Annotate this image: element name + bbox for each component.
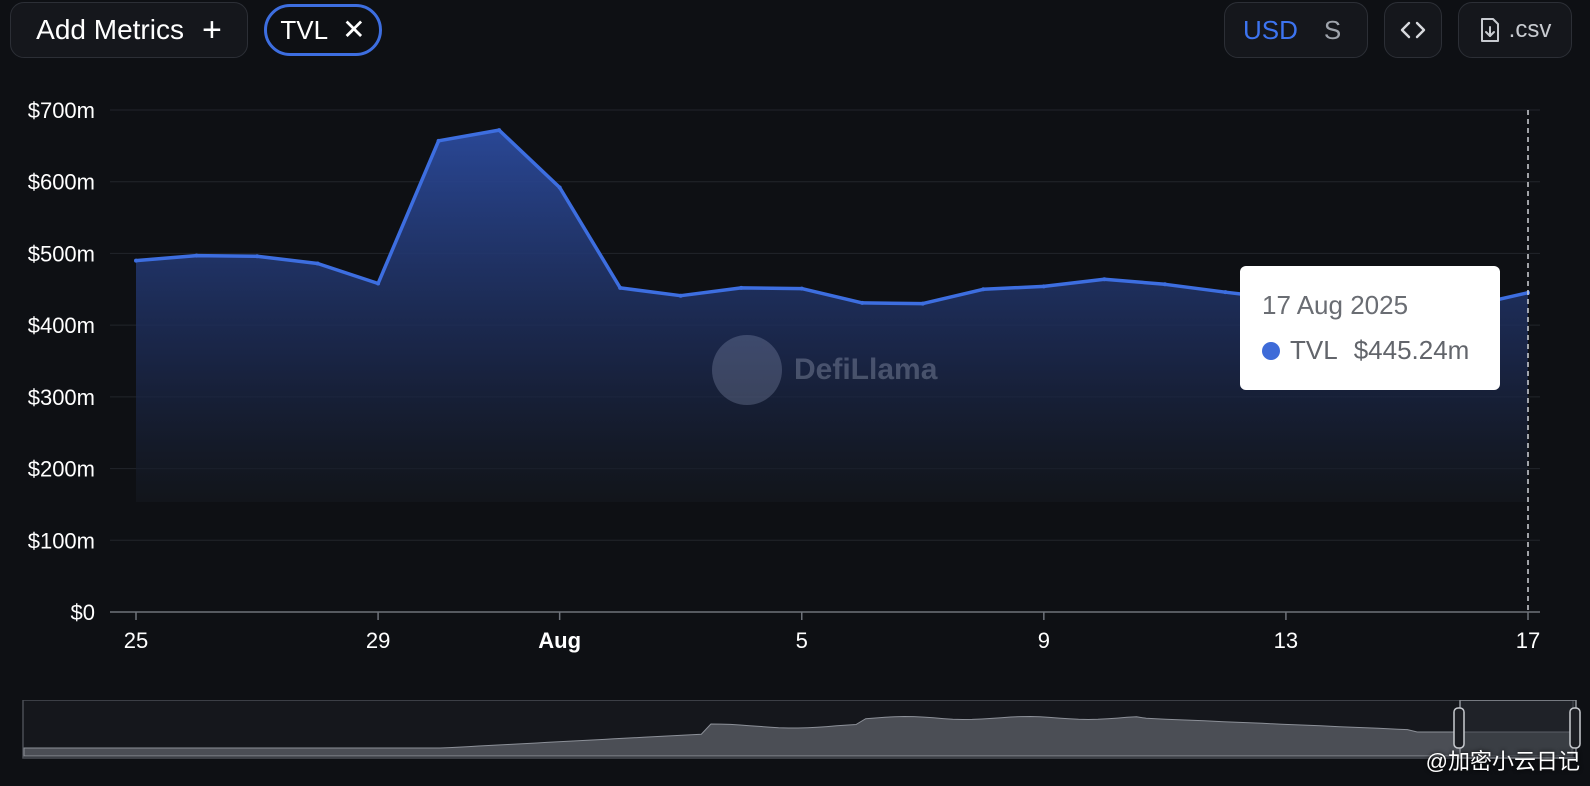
- y-tick-label: $300m: [28, 385, 95, 410]
- embed-button[interactable]: [1384, 2, 1442, 58]
- y-tick-label: $0: [71, 600, 95, 625]
- tooltip-date: 17 Aug 2025: [1262, 290, 1409, 320]
- x-tick-label: 25: [124, 628, 148, 653]
- add-metrics-label: Add Metrics: [36, 14, 184, 45]
- data-point: [134, 258, 138, 263]
- y-tick-label: $100m: [28, 528, 95, 553]
- data-point: [436, 138, 441, 143]
- data-point: [194, 253, 199, 258]
- plus-icon: +: [201, 11, 222, 49]
- x-tick-label: 29: [366, 628, 390, 653]
- brush-right-handle[interactable]: [1569, 707, 1581, 749]
- tooltip-series-name: TVL: [1290, 335, 1338, 365]
- defillama-watermark: DefiLlama: [712, 335, 937, 405]
- currency-option-secondary[interactable]: S: [1323, 14, 1342, 45]
- y-axis: $0 $100m $200m $300m $400m $500m $600m $700m: [28, 98, 95, 625]
- y-tick-label: $200m: [28, 457, 95, 482]
- data-point: [1223, 290, 1228, 295]
- y-tick-label: $700m: [28, 98, 95, 123]
- code-brackets-icon: [1400, 21, 1426, 39]
- x-tick-label: 13: [1274, 628, 1298, 653]
- data-point: [255, 254, 260, 259]
- data-point: [981, 287, 986, 292]
- toolbar: Add Metrics + TVL ✕ USD S .csv: [0, 0, 1590, 70]
- data-point: [799, 286, 804, 291]
- data-point: [1102, 277, 1107, 282]
- corner-watermark: @加密小云日记: [1425, 749, 1580, 774]
- currency-toggle[interactable]: USD S: [1224, 2, 1368, 58]
- currency-option-usd[interactable]: USD: [1243, 14, 1298, 45]
- x-axis: 25 29 Aug 5 9 13 17: [124, 612, 1540, 653]
- y-tick-label: $400m: [28, 313, 95, 338]
- close-icon[interactable]: ✕: [342, 14, 366, 45]
- metric-chip-label: TVL: [280, 14, 329, 45]
- data-point: [315, 261, 320, 266]
- chart-tooltip: 17 Aug 2025 TVL $445.24m: [1240, 266, 1500, 390]
- data-point: [739, 285, 744, 290]
- x-tick-label: 9: [1038, 628, 1050, 653]
- data-point: [678, 293, 683, 298]
- data-point: [1162, 282, 1167, 287]
- x-tick-label: 5: [796, 628, 808, 653]
- x-tick-label: 17: [1516, 628, 1540, 653]
- data-point: [860, 300, 865, 305]
- tooltip-row: TVL $445.24m: [1262, 335, 1500, 366]
- y-tick-label: $600m: [28, 170, 95, 195]
- tvl-area-fill: [136, 130, 1528, 502]
- download-file-icon: [1480, 18, 1499, 42]
- brush-left-handle[interactable]: [1453, 707, 1465, 749]
- data-point: [1041, 284, 1046, 289]
- csv-label: .csv: [1508, 16, 1552, 43]
- data-point: [376, 281, 381, 286]
- llama-logo-icon: [712, 335, 782, 405]
- y-tick-label: $500m: [28, 241, 95, 266]
- watermark-logo-text: DefiLlama: [794, 353, 938, 386]
- csv-download-button[interactable]: .csv: [1458, 2, 1572, 58]
- data-point: [557, 185, 562, 190]
- metric-chip-tvl[interactable]: TVL ✕: [264, 4, 382, 56]
- add-metrics-button[interactable]: Add Metrics +: [10, 2, 248, 58]
- data-point: [497, 128, 502, 133]
- range-brush[interactable]: ⦀: [0, 700, 1590, 786]
- data-point: [920, 301, 925, 306]
- data-point: [618, 285, 623, 290]
- tooltip-value: $445.24m: [1353, 335, 1470, 365]
- series-dot-icon: [1262, 341, 1280, 360]
- brush-overview-area: [23, 715, 1573, 757]
- x-tick-label: Aug: [538, 628, 581, 653]
